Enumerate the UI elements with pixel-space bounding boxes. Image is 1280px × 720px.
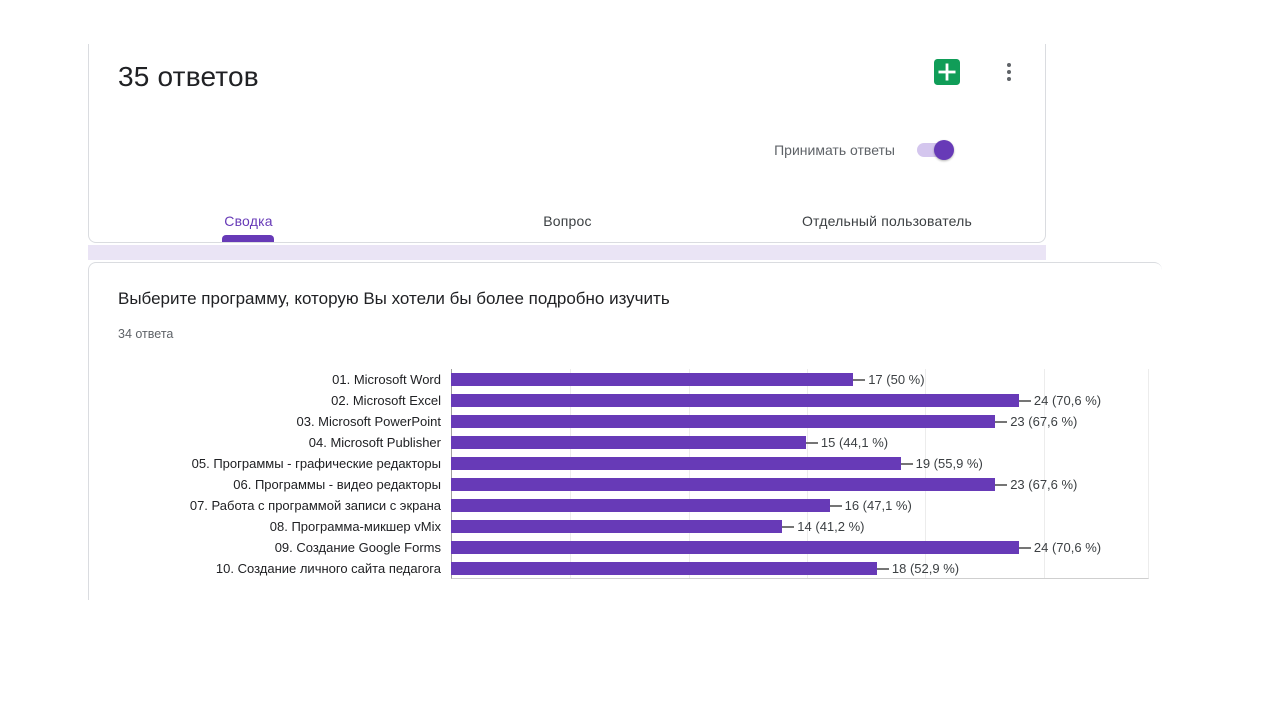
- value-leader-line: [1018, 546, 1031, 549]
- gridline: [688, 369, 690, 578]
- value-leader-line: [805, 441, 818, 444]
- value-leader-line: [782, 525, 795, 528]
- chart-row: 08. Программа-микшер vMix 14 (41,2 %): [89, 516, 1162, 537]
- question-summary-card: Выберите программу, которую Вы хотели бы…: [88, 262, 1162, 600]
- bar: [451, 394, 1019, 407]
- three-dot-menu-icon: [1007, 63, 1011, 67]
- bar-chart: 01. Microsoft Word 17 (50 %) 02. Microsoft…: [89, 369, 1162, 580]
- bar-track: 14 (41,2 %): [451, 516, 1162, 537]
- value-label: 24 (70,6 %): [1033, 393, 1102, 408]
- bar-track: 18 (52,9 %): [451, 558, 1162, 579]
- gridline: [925, 369, 927, 578]
- chart-row: 05. Программы - графические редакторы 19 …: [89, 453, 1162, 474]
- bar: [451, 520, 783, 533]
- chart-row: 02. Microsoft Excel 24 (70,6 %): [89, 390, 1162, 411]
- bar: [451, 562, 877, 575]
- value-label: 15 (44,1 %): [820, 435, 889, 450]
- bar: [451, 541, 1019, 554]
- chart-plot-area: [451, 369, 1149, 579]
- gridline: [570, 369, 572, 578]
- more-options-button[interactable]: [993, 56, 1025, 88]
- chart-row: 01. Microsoft Word 17 (50 %): [89, 369, 1162, 390]
- accepting-responses-label: Принимать ответы: [774, 142, 895, 158]
- bar-track: 24 (70,6 %): [451, 537, 1162, 558]
- bar-track: 24 (70,6 %): [451, 390, 1162, 411]
- toggle-knob: [934, 140, 954, 160]
- category-label: 07. Работа с программой записи с экрана: [189, 498, 441, 513]
- category-label: 05. Программы - графические редакторы: [191, 456, 441, 471]
- question-title: Выберите программу, которую Вы хотели бы…: [118, 289, 670, 308]
- bar-track: 15 (44,1 %): [451, 432, 1162, 453]
- bar-track: 23 (67,6 %): [451, 411, 1162, 432]
- value-leader-line: [829, 504, 842, 507]
- responses-count-title: 35 ответов: [118, 61, 259, 92]
- value-label: 24 (70,6 %): [1033, 540, 1102, 555]
- bar: [451, 478, 996, 491]
- bar: [451, 457, 901, 470]
- category-label: 03. Microsoft PowerPoint: [296, 414, 441, 429]
- bar-track: 19 (55,9 %): [451, 453, 1162, 474]
- chart-row: 09. Создание Google Forms 24 (70,6 %): [89, 537, 1162, 558]
- three-dot-menu-icon: [1007, 70, 1011, 74]
- bar: [451, 415, 996, 428]
- tab-summary[interactable]: Сводка: [224, 213, 273, 229]
- chart-row: 06. Программы - видео редакторы 23 (67,6 …: [89, 474, 1162, 495]
- value-leader-line: [853, 378, 866, 381]
- bar: [451, 436, 806, 449]
- active-tab-indicator: [222, 235, 274, 242]
- create-spreadsheet-button[interactable]: [931, 56, 963, 88]
- accepting-responses-toggle[interactable]: [917, 140, 954, 160]
- responses-header-card: 35 ответов Принимать ответы Сводка: [88, 44, 1046, 243]
- tabs-bar: Сводка Вопрос Отдельный пользователь: [89, 213, 1045, 243]
- chart-row: 10. Создание личного сайта педагога 18 (5…: [89, 558, 1162, 579]
- value-label: 18 (52,9 %): [891, 561, 960, 576]
- value-label: 23 (67,6 %): [1010, 477, 1078, 492]
- sheets-create-spreadsheet-icon: [934, 59, 960, 85]
- category-label: 04. Microsoft Publisher: [308, 435, 441, 450]
- value-label: 16 (47,1 %): [844, 498, 912, 513]
- value-leader-line: [876, 567, 889, 570]
- bar: [451, 499, 830, 512]
- category-label: 01. Microsoft Word: [332, 372, 441, 387]
- value-leader-line: [900, 462, 913, 465]
- category-label: 10. Создание личного сайта педагога: [215, 561, 441, 576]
- gridline: [1043, 369, 1045, 578]
- category-label: 09. Создание Google Forms: [274, 540, 441, 555]
- value-label: 23 (67,6 %): [1010, 414, 1078, 429]
- category-label: 08. Программа-микшер vMix: [269, 519, 441, 534]
- chart-row: 03. Microsoft PowerPoint 23 (67,6 %): [89, 411, 1162, 432]
- tab-question[interactable]: Вопрос: [543, 213, 592, 229]
- value-label: 14 (41,2 %): [797, 519, 865, 534]
- value-leader-line: [995, 483, 1008, 486]
- value-leader-line: [995, 420, 1008, 423]
- bar-track: 17 (50 %): [451, 369, 1162, 390]
- chart-row: 07. Работа с программой записи с экрана 1…: [89, 495, 1162, 516]
- tab-individual[interactable]: Отдельный пользователь: [801, 213, 973, 229]
- bar-track: 23 (67,6 %): [451, 474, 1162, 495]
- category-label: 02. Microsoft Excel: [331, 393, 441, 408]
- bar: [451, 373, 854, 386]
- accepting-responses-row: Принимать ответы: [774, 139, 954, 161]
- value-label: 19 (55,9 %): [915, 456, 983, 471]
- gridline: [806, 369, 808, 578]
- category-label: 06. Программы - видео редакторы: [233, 477, 441, 492]
- value-label: 17 (50 %): [868, 372, 925, 387]
- page-background-strip: [88, 245, 1046, 260]
- chart-row: 04. Microsoft Publisher 15 (44,1 %): [89, 432, 1162, 453]
- question-responses-count: 34 ответа: [118, 327, 174, 341]
- chart-rows: 01. Microsoft Word 17 (50 %) 02. Microsoft…: [89, 369, 1162, 579]
- three-dot-menu-icon: [1007, 77, 1011, 81]
- value-leader-line: [1018, 399, 1031, 402]
- bar-track: 16 (47,1 %): [451, 495, 1162, 516]
